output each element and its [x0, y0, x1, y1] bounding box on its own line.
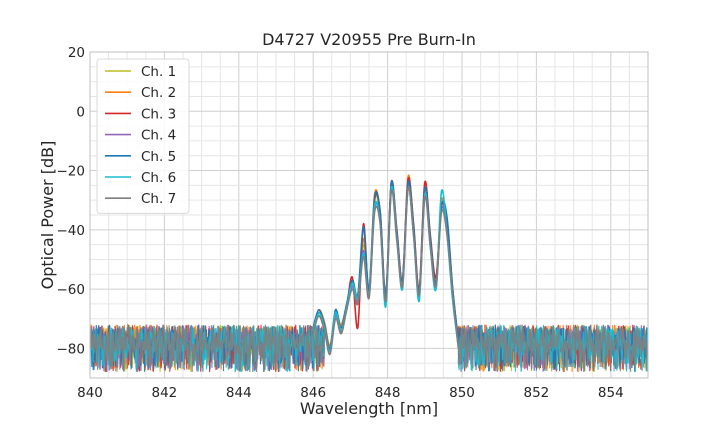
noise-floor [89, 323, 649, 373]
y-tick-labels: 20 0 −20 −40 −60 −80 [57, 45, 86, 357]
legend-label: Ch. 3 [141, 106, 176, 122]
x-tick-label: 846 [300, 385, 326, 401]
y-tick-label: 20 [68, 45, 85, 61]
x-tick-label: 840 [77, 385, 103, 401]
y-tick-label: −80 [57, 341, 86, 357]
noise-trace [457, 323, 649, 372]
y-tick-label: 0 [76, 104, 85, 120]
legend-label: Ch. 4 [141, 128, 176, 144]
legend-label: Ch. 5 [141, 149, 176, 165]
x-tick-labels: 840 842 844 846 848 850 852 854 [77, 385, 624, 401]
series-line [312, 186, 460, 356]
x-tick-label: 850 [449, 385, 475, 401]
x-tick-label: 844 [226, 385, 252, 401]
y-tick-label: −40 [57, 223, 86, 239]
x-tick-label: 842 [152, 385, 178, 401]
y-axis-label: Optical Power [dB] [38, 141, 57, 290]
legend-label: Ch. 7 [141, 191, 176, 207]
noise-trace [89, 324, 325, 373]
x-tick-label: 854 [598, 385, 624, 401]
x-tick-label: 848 [375, 385, 401, 401]
chart-title: D4727 V20955 Pre Burn-In [262, 30, 476, 49]
legend-label: Ch. 1 [141, 64, 176, 80]
legend: Ch. 1 Ch. 2 Ch. 3 Ch. 4 Ch. 5 Ch. 6 Ch. 7 [96, 58, 190, 214]
x-axis-label: Wavelength [nm] [300, 399, 438, 418]
legend-label: Ch. 6 [141, 170, 176, 186]
y-tick-label: −60 [57, 282, 86, 298]
series-lines [312, 174, 460, 356]
legend-box [96, 58, 190, 214]
x-tick-label: 852 [524, 385, 550, 401]
y-tick-label: −20 [57, 164, 86, 180]
legend-label: Ch. 2 [141, 85, 176, 101]
plot-frame [89, 51, 649, 379]
